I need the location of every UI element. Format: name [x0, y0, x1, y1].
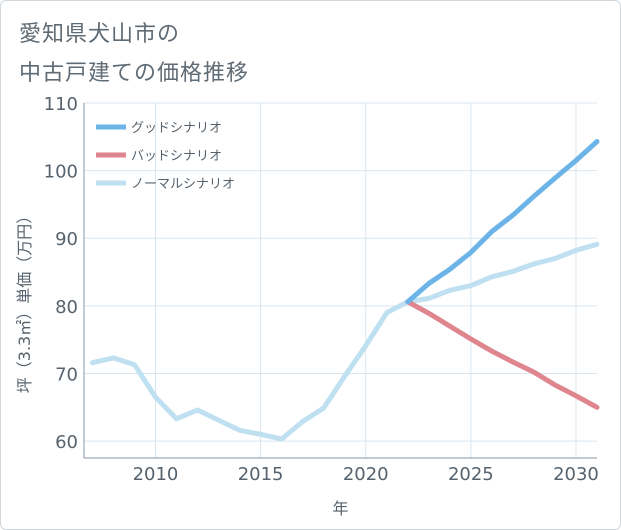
- x-tick-label: 2015: [238, 464, 284, 485]
- y-tick-label: 110: [44, 94, 78, 115]
- chart-title-line1: 愛知県犬山市の: [19, 22, 181, 47]
- legend-label-1: グッドシナリオ: [131, 121, 222, 136]
- y-tick-label: 100: [44, 162, 78, 183]
- x-tick-label: 2025: [448, 464, 494, 485]
- chart-title-line2: 中古戸建ての価格推移: [19, 61, 250, 86]
- series-line-3: [89, 241, 600, 442]
- y-tick-label: 60: [55, 432, 78, 453]
- legend-label-2: バッドシナリオ: [131, 149, 222, 164]
- legend-label-3: ノーマルシナリオ: [131, 177, 235, 192]
- y-tick-label: 90: [55, 229, 78, 250]
- plot-area: [84, 103, 597, 458]
- x-axis-label: 年: [332, 499, 348, 518]
- x-tick-label: 2030: [553, 464, 599, 485]
- series-line-2: [405, 299, 600, 410]
- x-tick-label: 2010: [133, 464, 179, 485]
- x-tick-label: 2020: [343, 464, 389, 485]
- y-tick-label: 80: [55, 297, 78, 318]
- series-line-1: [405, 139, 600, 305]
- y-axis-label: 坪（3.3㎡）単価（万円）: [15, 208, 34, 393]
- y-tick-label: 70: [55, 364, 78, 385]
